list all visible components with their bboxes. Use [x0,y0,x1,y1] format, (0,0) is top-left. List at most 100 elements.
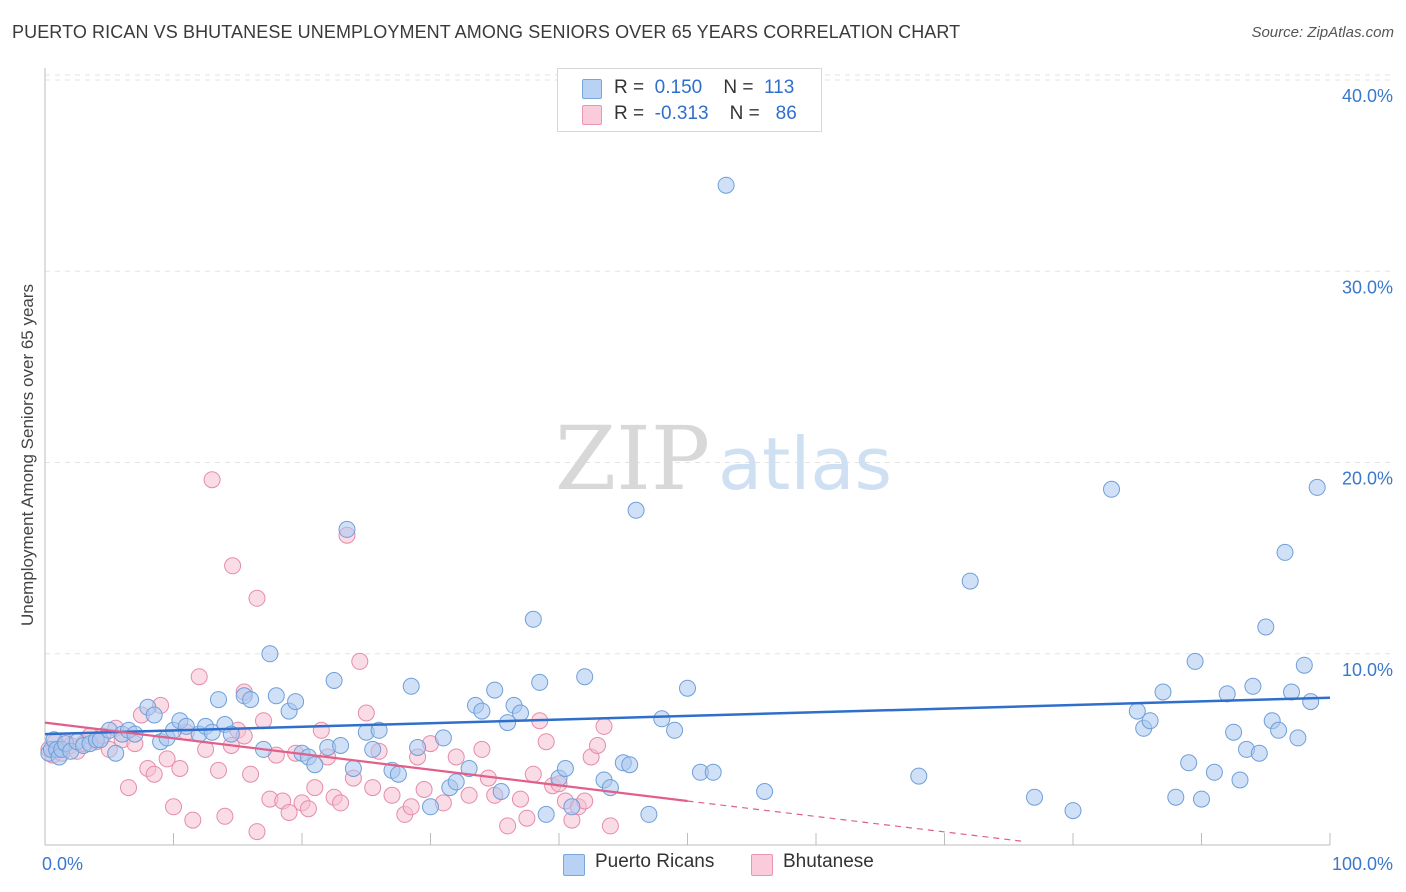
bhutanese-point [473,740,491,758]
puerto-rican-point [344,760,362,777]
puerto-rican-point [1205,763,1223,781]
bhutanese-point [518,809,536,827]
puerto-rican-point [1225,723,1243,741]
puerto-rican-point [1295,656,1313,674]
puerto-rican-point [332,737,350,754]
y-tick-label: 10.0% [1342,660,1393,680]
puerto-rican-point [306,756,324,774]
puerto-rican-point [1244,677,1262,695]
bhutanese-point [589,737,606,754]
bhutanese-point [165,798,182,816]
puerto-rican-point [576,668,594,686]
source-label: Source: ZipAtlas.com [1251,24,1394,41]
watermark: ZIP atlas [555,407,892,510]
bhutanese-points [40,471,619,841]
bhutanese-point [357,704,375,722]
puerto-rican-point [1250,744,1268,762]
chart-title: PUERTO RICAN VS BHUTANESE UNEMPLOYMENT A… [12,22,961,42]
bottom-legend-label: Bhutanese [783,851,874,872]
bhutanese-point [499,817,517,835]
puerto-rican-point [537,805,555,823]
puerto-rican-point [1180,754,1198,772]
puerto-rican-point [107,744,125,762]
legend: R = 0.150 N = 113 R = -0.313 N = 86 [557,68,822,132]
bhutanese-point [601,817,619,835]
bhutanese-point [332,794,350,812]
legend-r-value: 0.150 [654,77,703,98]
y-axis-label: Unemployment Among Seniors over 65 years [18,284,37,626]
puerto-rican-point [1064,802,1082,820]
bhutanese-point [402,798,420,816]
puerto-rican-point [1193,790,1210,808]
puerto-rican-point [556,760,574,777]
legend-swatch-pink [582,105,602,125]
bottom-legend-swatch-pink [751,854,773,876]
puerto-rican-point [717,176,735,194]
puerto-rican-point [1186,652,1204,670]
puerto-rican-point [1257,618,1275,636]
legend-swatch-blue [582,79,602,99]
puerto-rican-point [325,672,343,689]
puerto-rican-point [1231,771,1249,789]
bhutanese-point [184,811,202,829]
bhutanese-point [120,779,137,797]
puerto-rican-point [460,760,478,777]
puerto-rican-point [524,610,542,628]
bhutanese-point [158,750,176,768]
puerto-rican-point [1026,788,1043,806]
puerto-rican-point [704,763,722,781]
legend-n-label: N = [723,77,754,98]
puerto-rican-point [910,767,928,785]
puerto-rican-point [653,710,671,728]
bhutanese-point [460,786,478,804]
puerto-rican-point [492,783,510,800]
puerto-rican-point [1103,480,1120,498]
bhutanese-point [524,765,542,783]
puerto-rican-point [499,714,517,732]
puerto-rican-trend-line [44,696,1331,736]
puerto-rican-point [210,691,227,709]
trend-lines [44,696,1331,842]
bhutanese-point [224,557,242,575]
bottom-legend-label: Puerto Ricans [595,851,715,872]
legend-r-label: R = [614,103,645,124]
puerto-rican-point [422,798,439,816]
grid-layer [45,74,1395,655]
bhutanese-point [447,748,465,766]
puerto-rican-point [1167,788,1185,806]
bhutanese-point [537,733,555,751]
puerto-rican-point [961,572,979,590]
x-tick-label: 100.0% [1332,854,1393,874]
puerto-rican-point [402,677,420,695]
puerto-rican-point [1302,693,1320,711]
puerto-rican-point [287,693,305,711]
puerto-rican-point [1154,683,1172,701]
watermark-zip: ZIP [555,407,710,510]
puerto-rican-point [640,805,658,823]
puerto-rican-point [1276,543,1294,561]
puerto-rican-point [434,729,452,747]
legend-n-label: N = [729,103,760,124]
puerto-rican-point [242,691,260,709]
puerto-rican-point [145,706,163,724]
bhutanese-point [145,765,163,783]
puerto-rican-point [1141,712,1159,730]
bhutanese-point [242,765,260,783]
legend-n-value: 86 [775,103,797,124]
bhutanese-point [255,712,272,730]
bhutanese-point [383,786,401,804]
bhutanese-point [364,779,382,797]
puerto-rican-point [679,679,696,697]
puerto-rican-point [370,721,388,739]
puerto-rican-point [621,756,639,774]
puerto-rican-point [409,739,427,756]
bhutanese-point [171,760,189,777]
puerto-rican-point [512,704,529,722]
bhutanese-point [351,652,369,670]
bhutanese-point [312,721,330,739]
bhutanese-point [306,779,324,797]
bhutanese-trend-extension [687,800,1022,842]
bhutanese-point [415,781,433,798]
bhutanese-point [190,668,208,686]
